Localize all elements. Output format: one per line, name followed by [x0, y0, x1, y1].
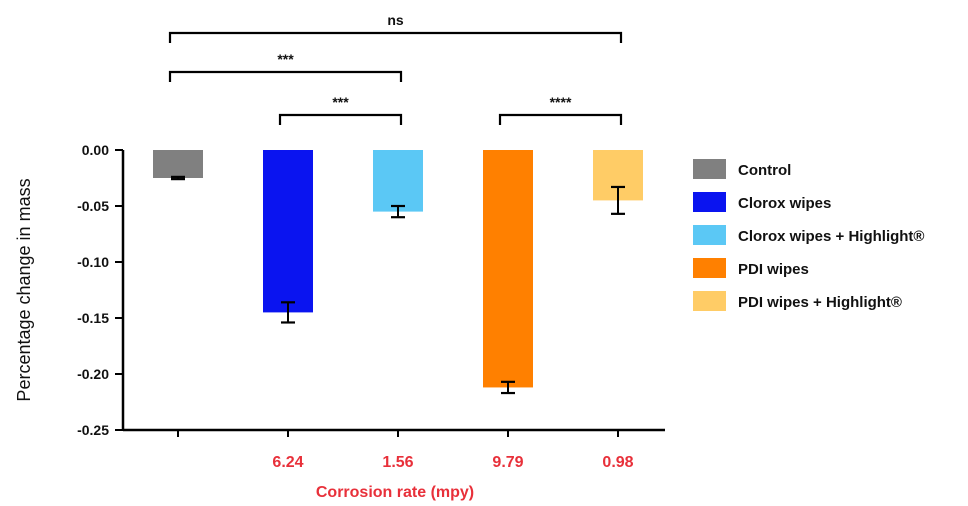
- legend-label: PDI wipes: [738, 261, 809, 278]
- legend-item: PDI wipes + Highlight®: [693, 291, 902, 311]
- bars: [153, 150, 643, 388]
- x-tick-label: 9.79: [492, 454, 523, 471]
- y-tick-label: -0.25: [77, 422, 109, 438]
- legend-swatch: [693, 258, 726, 278]
- legend-swatch: [693, 159, 726, 179]
- error-bar: [281, 301, 295, 324]
- significance-label: ***: [332, 94, 349, 110]
- legend-swatch: [693, 291, 726, 311]
- x-tick-label: 0.98: [602, 454, 633, 471]
- y-axis-label: Percentage change in mass: [14, 178, 34, 401]
- legend: Control Clorox wipes Clorox wipes + Highli…: [693, 159, 924, 311]
- significance-bracket: ***: [278, 94, 403, 125]
- legend-label: Clorox wipes + Highlight®: [738, 228, 924, 245]
- significance-bracket: ns: [168, 12, 623, 43]
- legend-label: PDI wipes + Highlight®: [738, 294, 902, 311]
- x-tick-labels: 6.24 1.56 9.79 0.98: [272, 454, 633, 471]
- legend-item: PDI wipes: [693, 258, 809, 278]
- legend-item: Clorox wipes + Highlight®: [693, 225, 924, 245]
- error-bar: [611, 185, 625, 215]
- x-axis-label: Corrosion rate (mpy): [316, 484, 474, 501]
- significance-label: ns: [387, 12, 404, 28]
- legend-item: Clorox wipes: [693, 192, 831, 212]
- significance-brackets: ns****** ****: [168, 12, 623, 125]
- error-bars: [171, 175, 625, 395]
- significance-label: ****: [550, 94, 572, 110]
- legend-swatch: [693, 225, 726, 245]
- y-tick-label: 0.00: [82, 142, 109, 158]
- error-bar: [391, 204, 405, 219]
- legend-item: Control: [693, 159, 791, 179]
- bar: [153, 150, 203, 178]
- axes: 0.00 -0.05 -0.10 -0.15 -0.20 -0.25: [77, 142, 665, 438]
- bar: [483, 150, 533, 388]
- y-tick-label: -0.15: [77, 310, 109, 326]
- legend-label: Clorox wipes: [738, 195, 831, 212]
- error-bar: [171, 175, 185, 181]
- x-tick-label: 1.56: [382, 454, 413, 471]
- x-tick-label: 6.24: [272, 454, 303, 471]
- significance-label: ***: [277, 51, 294, 67]
- significance-bracket: ***: [168, 51, 403, 82]
- significance-bracket: ****: [498, 94, 623, 125]
- error-bar: [501, 380, 515, 395]
- y-tick-label: -0.20: [77, 366, 109, 382]
- bar: [263, 150, 313, 313]
- legend-swatch: [693, 192, 726, 212]
- legend-label: Control: [738, 162, 791, 179]
- y-tick-label: -0.05: [77, 198, 109, 214]
- bar: [373, 150, 423, 212]
- y-tick-label: -0.10: [77, 254, 109, 270]
